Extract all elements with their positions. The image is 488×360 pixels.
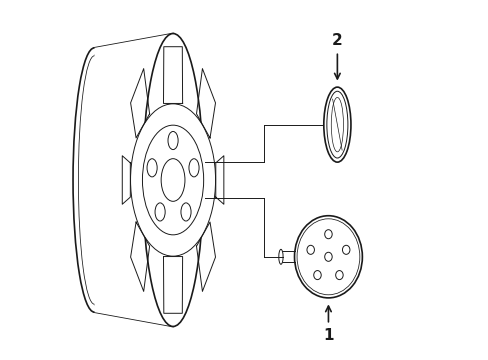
Ellipse shape: [130, 104, 215, 256]
Text: 2: 2: [331, 33, 342, 48]
Text: 1: 1: [323, 328, 333, 343]
Ellipse shape: [278, 249, 283, 264]
Polygon shape: [94, 33, 173, 327]
Ellipse shape: [323, 87, 350, 162]
Ellipse shape: [294, 216, 362, 298]
Ellipse shape: [142, 33, 203, 327]
